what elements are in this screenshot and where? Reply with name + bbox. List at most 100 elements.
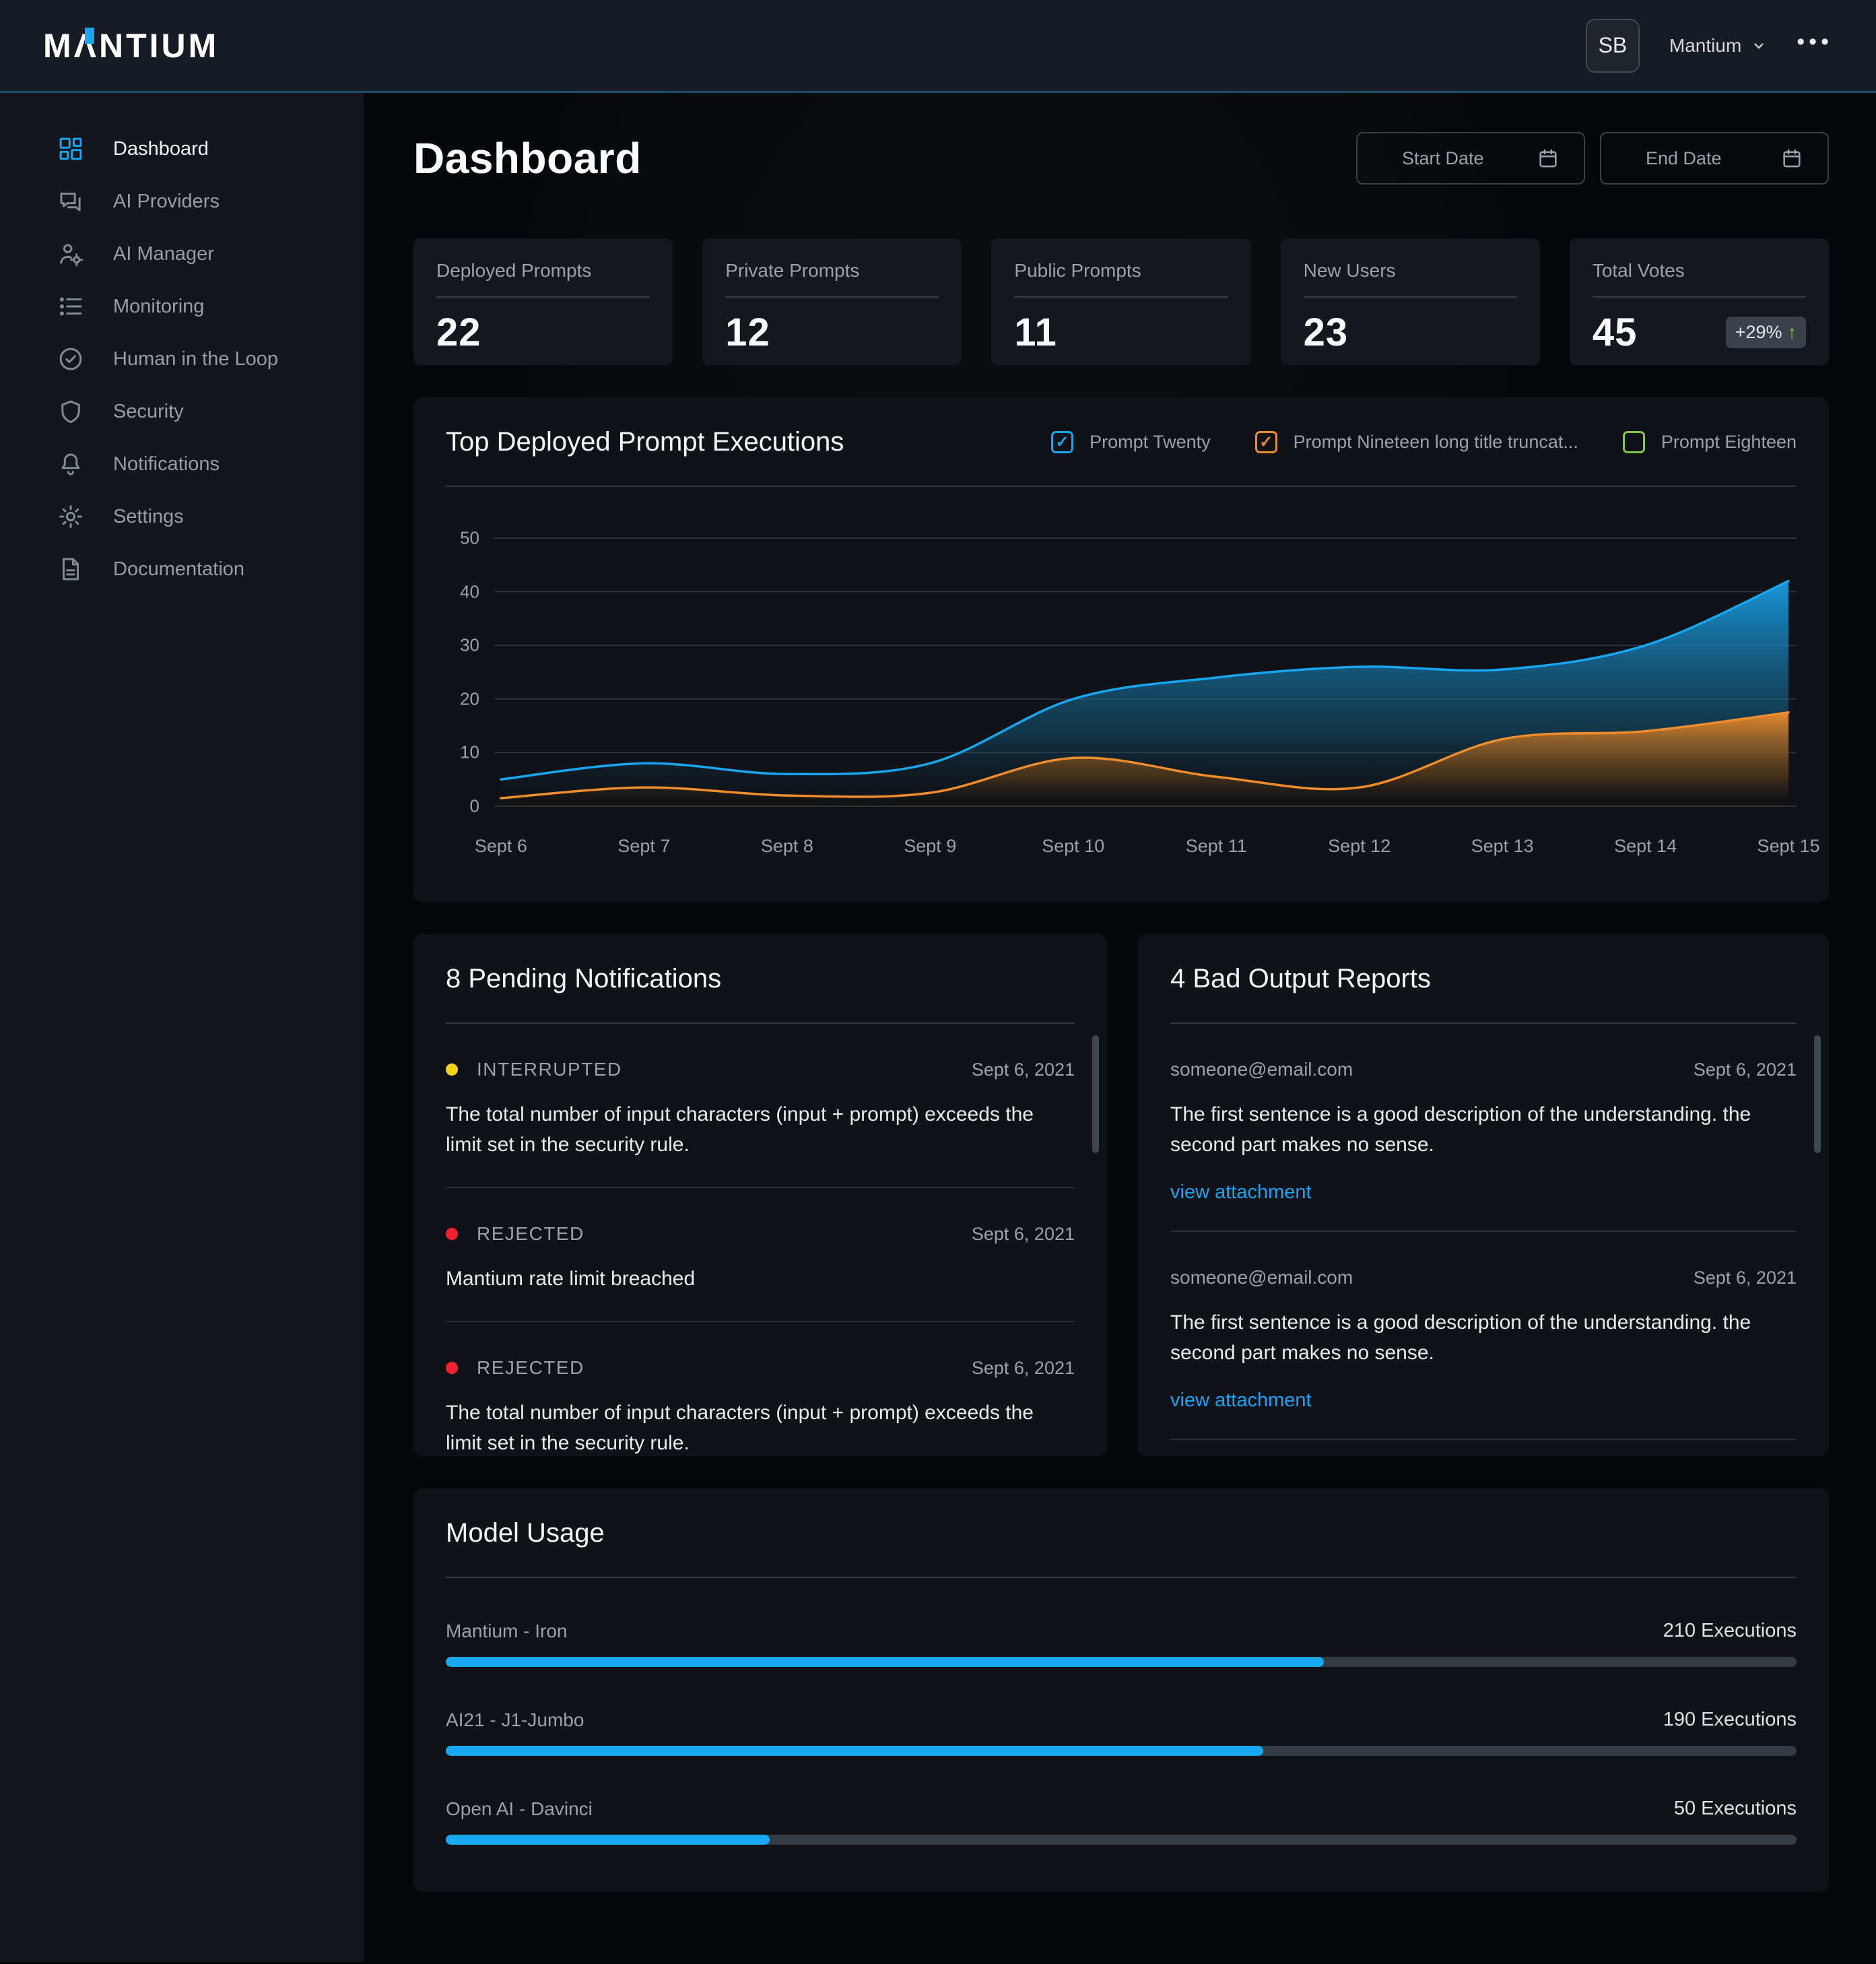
mantium-logo[interactable]: MΛNTIUM (43, 26, 219, 65)
stat-card-new-users: New Users 23 (1280, 238, 1540, 365)
divider (446, 1022, 1075, 1024)
list-icon (57, 292, 85, 321)
sidebar-item-notifications[interactable]: Notifications (0, 438, 364, 490)
legend-item-prompt-nineteen[interactable]: ✓ Prompt Nineteen long title truncat... (1254, 431, 1578, 453)
chart-plot-area (494, 534, 1797, 812)
report-date: Sept 6, 2021 (1693, 1059, 1797, 1080)
legend-item-prompt-eighteen[interactable]: Prompt Eighteen (1622, 431, 1797, 453)
divider (436, 296, 650, 298)
report-item: someone@email.com Sept 6, 2021 The first… (1170, 1024, 1797, 1232)
progress-bar-fill (446, 1746, 1263, 1756)
stat-value: 45 (1592, 310, 1638, 354)
y-tick-label: 0 (469, 795, 479, 816)
sidebar-item-label: AI Manager (113, 242, 214, 265)
logo-accent-mark (85, 27, 94, 44)
scrollbar-thumb[interactable] (1814, 1035, 1821, 1153)
checkbox-checked-icon[interactable]: ✓ (1051, 431, 1074, 453)
notifications-title: 8 Pending Notifications (446, 964, 722, 993)
divider (1592, 296, 1807, 298)
x-tick-label: Sept 10 (1042, 836, 1105, 856)
view-attachment-link[interactable]: view attachment (1170, 1389, 1312, 1411)
end-date-placeholder: End Date (1646, 148, 1722, 168)
sidebar-item-label: Monitoring (113, 295, 205, 317)
sidebar-item-ai-providers[interactable]: AI Providers (0, 175, 364, 228)
sidebar-item-label: Documentation (113, 558, 245, 580)
sidebar-item-label: Dashboard (113, 137, 209, 160)
notification-item: REJECTED Sept 6, 2021 The total number o… (446, 1322, 1075, 1456)
start-date-input[interactable]: Start Date (1356, 132, 1585, 185)
y-tick-label: 30 (460, 634, 479, 655)
model-usage-title: Model Usage (446, 1518, 605, 1548)
stat-label: Deployed Prompts (436, 260, 592, 281)
stat-card-private-prompts: Private Prompts 12 (702, 238, 962, 365)
sidebar-item-human-in-the-loop[interactable]: Human in the Loop (0, 333, 364, 385)
sidebar-item-security[interactable]: Security (0, 385, 364, 438)
bell-icon (57, 450, 85, 478)
checkbox-unchecked-icon[interactable] (1622, 431, 1645, 453)
stat-card-deployed-prompts: Deployed Prompts 22 (413, 238, 673, 365)
sidebar-item-label: Settings (113, 505, 184, 527)
sidebar: Dashboard AI Providers AI Manager Monito… (0, 93, 364, 1962)
end-date-input[interactable]: End Date (1600, 132, 1829, 185)
status-dot (446, 1362, 458, 1374)
status-label: REJECTED (477, 1223, 584, 1244)
executions-chart-panel: Top Deployed Prompt Executions ✓ Prompt … (413, 397, 1829, 902)
notification-item: INTERRUPTED Sept 6, 2021 The total numbe… (446, 1024, 1075, 1188)
sidebar-item-settings[interactable]: Settings (0, 490, 364, 543)
progress-bar-track (446, 1746, 1797, 1756)
ellipsis-icon: ••• (1797, 28, 1833, 55)
sidebar-item-dashboard[interactable]: Dashboard (0, 123, 364, 175)
notification-message: The total number of input characters (in… (446, 1103, 1034, 1156)
sidebar-item-monitoring[interactable]: Monitoring (0, 280, 364, 333)
org-dropdown[interactable]: Mantium (1669, 35, 1767, 57)
avatar[interactable]: SB (1585, 18, 1640, 73)
status-dot (446, 1228, 458, 1240)
pending-notifications-panel: 8 Pending Notifications INTERRUPTED Sept… (413, 934, 1107, 1456)
sidebar-item-label: AI Providers (113, 190, 220, 212)
sidebar-item-label: Human in the Loop (113, 348, 279, 370)
notification-item: REJECTED Sept 6, 2021 Mantium rate limit… (446, 1188, 1075, 1322)
y-tick-label: 50 (460, 527, 479, 548)
chart-x-axis: Sept 6 Sept 7 Sept 8 Sept 9 Sept 10 Sept 11 Se… (475, 821, 1820, 872)
arrow-up-icon: ↑ (1787, 322, 1797, 342)
legend-label: Prompt Nineteen long title truncat... (1293, 432, 1578, 452)
y-tick-label: 40 (460, 581, 479, 602)
notification-date: Sept 6, 2021 (971, 1223, 1075, 1244)
x-tick-label: Sept 7 (617, 836, 671, 856)
notification-date: Sept 6, 2021 (971, 1059, 1075, 1080)
progress-bar-fill (446, 1657, 1324, 1667)
badge-value: +29% (1735, 322, 1782, 342)
report-date: Sept 6, 2021 (1693, 1267, 1797, 1288)
divider (1014, 296, 1228, 298)
legend-item-prompt-twenty[interactable]: ✓ Prompt Twenty (1051, 431, 1211, 453)
stat-card-total-votes: Total Votes 45 +29% ↑ (1569, 238, 1830, 365)
sidebar-item-documentation[interactable]: Documentation (0, 543, 364, 595)
gear-icon (57, 502, 85, 531)
notification-message: Mantium rate limit breached (446, 1268, 696, 1290)
execution-count: 50 Executions (1673, 1798, 1797, 1819)
status-label: INTERRUPTED (477, 1059, 622, 1080)
x-tick-label: Sept 13 (1471, 836, 1534, 856)
checkbox-checked-icon[interactable]: ✓ (1254, 431, 1277, 453)
stat-value: 11 (1014, 310, 1057, 354)
divider (446, 486, 1797, 487)
dashboard-grid-icon (57, 135, 85, 163)
x-tick-label: Sept 8 (760, 836, 813, 856)
view-attachment-link[interactable]: view attachment (1170, 1181, 1312, 1203)
model-name: AI21 - J1-Jumbo (446, 1709, 584, 1730)
more-menu-button[interactable]: ••• (1797, 30, 1833, 61)
stat-label: Private Prompts (725, 260, 860, 281)
y-tick-label: 10 (460, 742, 479, 762)
scrollbar-thumb[interactable] (1092, 1035, 1099, 1153)
sidebar-item-label: Security (113, 400, 184, 422)
model-name: Open AI - Davinci (446, 1798, 593, 1819)
notification-message: The total number of input characters (in… (446, 1402, 1034, 1454)
progress-bar-track (446, 1657, 1797, 1667)
divider (725, 296, 939, 298)
stat-label: New Users (1303, 260, 1396, 281)
document-icon (57, 555, 85, 583)
legend-label: Prompt Eighteen (1661, 432, 1797, 452)
sidebar-item-ai-manager[interactable]: AI Manager (0, 228, 364, 280)
stat-card-public-prompts: Public Prompts 11 (991, 238, 1251, 365)
stat-label: Total Votes (1592, 260, 1685, 281)
